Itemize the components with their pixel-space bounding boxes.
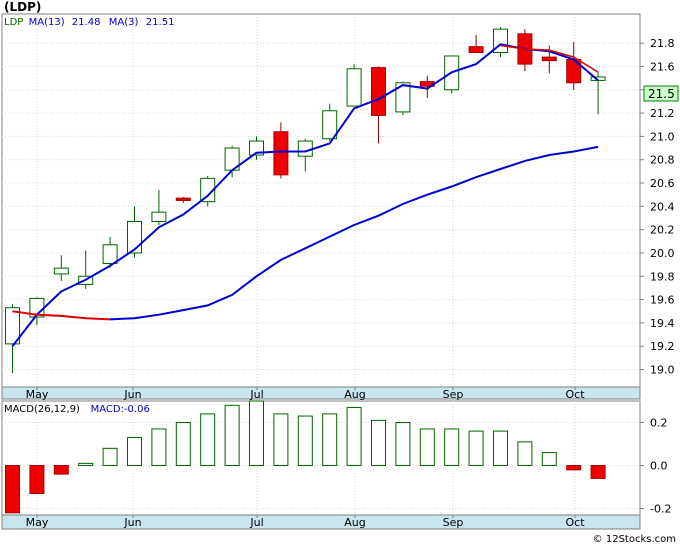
macd-bar xyxy=(297,415,313,467)
macd-bar xyxy=(151,428,167,467)
last-price-box xyxy=(643,85,679,102)
macd-bar xyxy=(5,465,20,514)
macd-bar xyxy=(566,465,582,471)
macd-bar xyxy=(444,428,460,467)
candle-body xyxy=(102,244,118,264)
macd-histogram xyxy=(5,400,606,514)
price-tick-label: 21.8 xyxy=(650,37,675,50)
macd-bar xyxy=(590,465,606,479)
macd-bar xyxy=(493,430,508,467)
macd-month-label: Oct xyxy=(565,516,585,529)
price-tick-label: 19.4 xyxy=(650,317,675,330)
price-month-label: Sep xyxy=(443,388,464,401)
candle-body xyxy=(151,211,167,222)
macd-bar xyxy=(175,422,191,467)
candle-body xyxy=(541,56,557,62)
macd-legend: MACD(26,12,9) MACD:-0.06 xyxy=(4,404,150,415)
ma-slow-line-red xyxy=(12,310,111,321)
macd-month-labels: May Jun Jul Aug Sep Oct xyxy=(26,515,585,529)
candle-body xyxy=(371,67,386,116)
price-tick-label: 19.8 xyxy=(650,270,675,283)
price-tick-label: 21.2 xyxy=(650,107,675,120)
macd-bar xyxy=(322,413,338,467)
price-panel xyxy=(1,13,641,388)
macd-bar xyxy=(468,430,484,467)
candle-body xyxy=(175,197,191,201)
candle-body xyxy=(297,140,313,157)
macd-bar xyxy=(29,465,45,494)
last-price-label: 21.5 xyxy=(648,87,675,101)
price-month-label: Aug xyxy=(344,388,365,401)
macd-bar xyxy=(371,419,386,467)
ma-slow-line xyxy=(110,145,599,321)
macd-bar xyxy=(346,406,362,467)
macd-bar xyxy=(127,437,142,467)
chart-title: (LDP) xyxy=(4,0,41,14)
price-month-label: Jun xyxy=(123,388,141,401)
price-legend-item: MA(3) xyxy=(109,17,139,28)
candle-body xyxy=(395,82,411,113)
macd-bar xyxy=(273,413,289,467)
moving-averages xyxy=(11,43,599,347)
price-tick-label: 21.0 xyxy=(650,130,675,143)
price-date-strip xyxy=(1,386,641,400)
price-legend: LDP MA(13) 21.48 MA(3) 21.51 xyxy=(4,17,174,28)
macd-bar xyxy=(249,400,264,467)
price-tick-label: 21.6 xyxy=(650,60,675,73)
price-tick-label: 20.4 xyxy=(650,200,675,213)
price-month-labels: May Jun Jul Aug Sep Oct xyxy=(26,387,585,401)
macd-bar xyxy=(200,413,216,467)
candle-body xyxy=(468,46,484,53)
macd-month-label: Aug xyxy=(344,516,365,529)
macd-axis: 0.2 0.0 -0.2 xyxy=(640,417,671,516)
macd-bar xyxy=(78,462,94,467)
candle-body xyxy=(346,68,362,107)
macd-date-strip xyxy=(1,514,641,530)
candle-body xyxy=(273,131,289,176)
ma13-line xyxy=(11,43,599,347)
price-legend-item: LDP xyxy=(4,17,23,28)
macd-bar xyxy=(53,465,69,475)
candle-body xyxy=(200,177,216,203)
price-legend-item: 21.51 xyxy=(146,17,175,28)
macd-month-label: Sep xyxy=(443,516,464,529)
candle-body xyxy=(322,110,338,140)
price-legend-item: MA(13) xyxy=(29,17,65,28)
candle-body xyxy=(53,267,69,275)
macd-tick-label: -0.2 xyxy=(650,503,671,516)
macd-bar xyxy=(224,404,240,467)
price-grid xyxy=(2,14,640,387)
candle-body xyxy=(5,307,20,345)
macd-legend-item: MACD:-0.06 xyxy=(91,404,150,415)
price-month-label: Oct xyxy=(565,388,585,401)
price-legend-item: 21.48 xyxy=(72,17,101,28)
macd-tick-label: 0.0 xyxy=(650,460,668,473)
price-tick-label: 20.0 xyxy=(650,247,675,260)
macd-tick-label: 0.2 xyxy=(650,417,668,430)
price-tick-label: 19.0 xyxy=(650,364,675,377)
macd-bar xyxy=(541,452,557,467)
price-tick-label: 20.6 xyxy=(650,177,675,190)
macd-month-label: Jul xyxy=(249,516,263,529)
price-tick-label: 19.2 xyxy=(650,340,675,353)
macd-month-label: May xyxy=(26,516,49,529)
macd-month-label: Jun xyxy=(123,516,141,529)
macd-bar xyxy=(419,428,435,467)
macd-legend-item: MACD(26,12,9) xyxy=(4,404,80,415)
macd-bar xyxy=(395,422,411,467)
price-month-label: May xyxy=(26,388,49,401)
price-tick-label: 19.6 xyxy=(650,294,675,307)
watermark: © 12Stocks.com xyxy=(593,534,676,545)
candle-body xyxy=(590,76,606,81)
price-axis: 19.0 19.2 19.4 19.6 19.8 20.0 20.2 20.4 20.6 20.8… xyxy=(640,37,675,377)
macd-bar xyxy=(517,441,533,467)
price-month-label: Jul xyxy=(249,388,263,401)
price-tick-label: 20.2 xyxy=(650,224,675,237)
macd-bar xyxy=(102,447,118,467)
price-tick-label: 20.8 xyxy=(650,154,675,167)
ma3-line xyxy=(500,44,599,73)
